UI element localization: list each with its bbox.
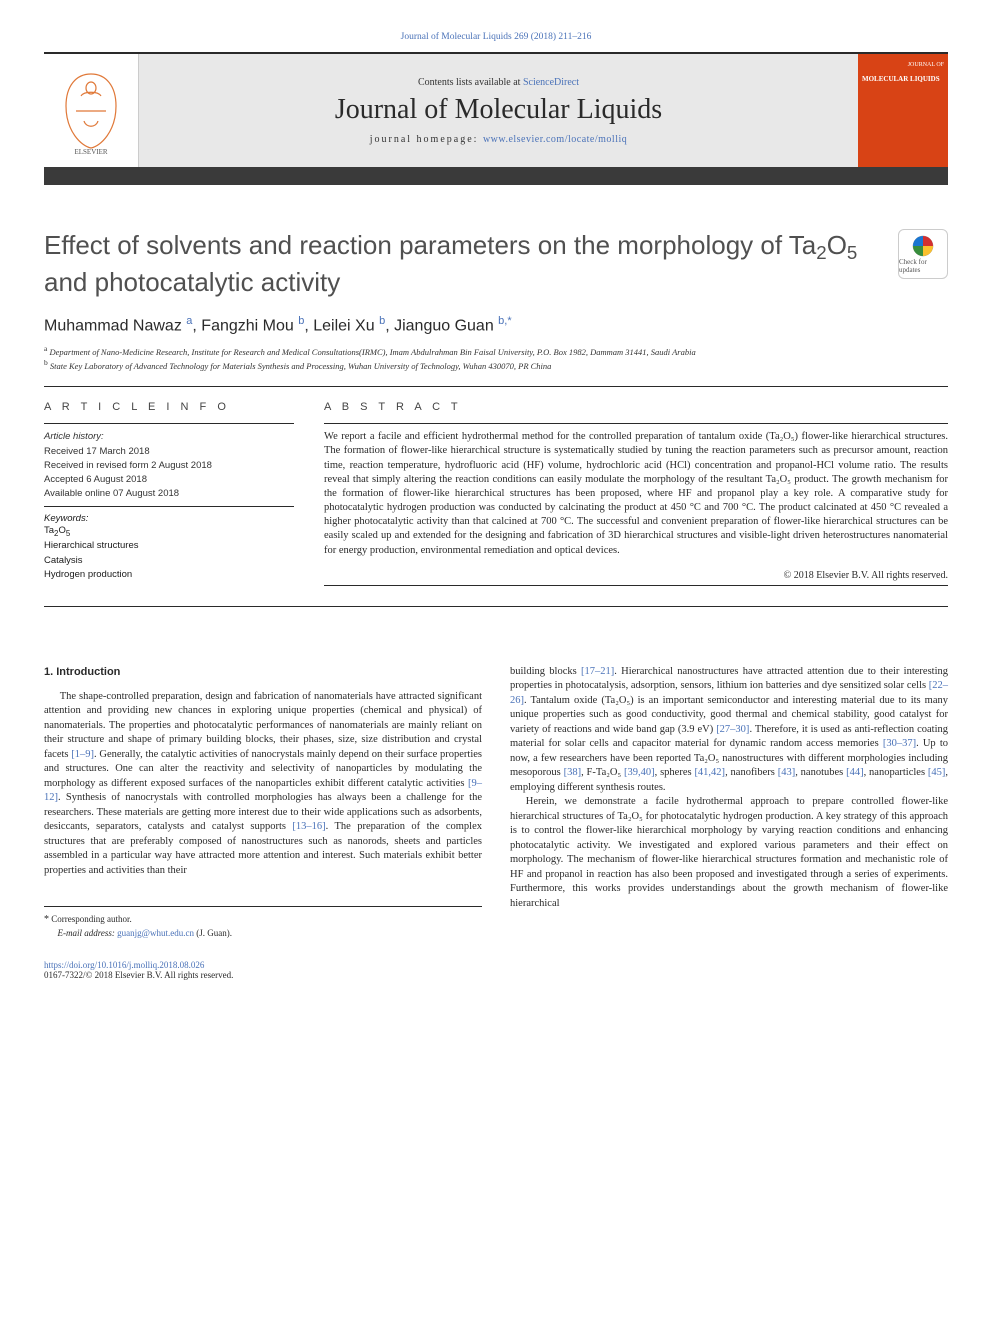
footnote-email-line: E-mail address: guanjg@whut.edu.cn (J. G…: [44, 927, 482, 939]
top-divider: [44, 386, 948, 387]
bottom-info: https://doi.org/10.1016/j.molliq.2018.08…: [44, 960, 948, 980]
article-info-heading: A R T I C L E I N F O: [44, 401, 294, 413]
ref-13-16[interactable]: [13–16]: [292, 821, 325, 832]
cover-line2: MOLECULAR LIQUIDS: [862, 75, 944, 83]
author-1: Muhammad Nawaz: [44, 318, 186, 335]
journal-header-band: ELSEVIER Contents lists available at Sci…: [44, 52, 948, 167]
bottom-copyright: 0167-7322/© 2018 Elsevier B.V. All right…: [44, 970, 948, 980]
history-revised: Received in revised form 2 August 2018: [44, 459, 294, 473]
intro-heading: 1. Introduction: [44, 665, 482, 680]
affil-b: b State Key Laboratory of Advanced Techn…: [44, 358, 948, 372]
kw1-mid: O: [58, 525, 65, 536]
article-info-column: A R T I C L E I N F O Article history: R…: [44, 401, 294, 592]
ref-39-40[interactable]: [39,40]: [624, 767, 655, 778]
body-column-right: building blocks [17–21]. Hierarchical na…: [510, 665, 948, 940]
journal-homepage: journal homepage: www.elsevier.com/locat…: [370, 134, 628, 145]
c2-t10: , nanoparticles: [864, 767, 928, 778]
history-received: Received 17 March 2018: [44, 445, 294, 459]
abstract-column: A B S T R A C T We report a facile and e…: [324, 401, 948, 592]
elsevier-logo: ELSEVIER: [44, 54, 139, 167]
ref-41-42[interactable]: [41,42]: [694, 767, 725, 778]
svg-text:ELSEVIER: ELSEVIER: [74, 148, 107, 156]
author-3: , Leilei Xu: [304, 318, 379, 335]
title-mid: O: [827, 230, 847, 260]
history-label: Article history:: [44, 430, 294, 444]
ref-27-30[interactable]: [27–30]: [716, 724, 749, 735]
kw1-pre: Ta: [44, 525, 54, 536]
affil-a: a Department of Nano-Medicine Research, …: [44, 344, 948, 358]
info-divider-1: [44, 423, 294, 424]
abstract-text: We report a facile and efficient hydroth…: [324, 430, 948, 558]
c2-t7: , spheres: [655, 767, 695, 778]
header-underbar: [44, 167, 948, 185]
sciencedirect-link[interactable]: ScienceDirect: [523, 77, 579, 88]
ref-1-9[interactable]: [1–9]: [71, 749, 94, 760]
affil-a-text: Department of Nano-Medicine Research, In…: [47, 347, 695, 357]
ref-30-37[interactable]: [30–37]: [883, 738, 916, 749]
history-accepted: Accepted 6 August 2018: [44, 473, 294, 487]
cover-line1: JOURNAL OF: [862, 62, 944, 69]
abs-divider-2: [324, 585, 948, 586]
ref-17-21[interactable]: [17–21]: [581, 666, 614, 677]
ref-45[interactable]: [45]: [928, 767, 946, 778]
ref-44[interactable]: [44]: [846, 767, 864, 778]
check-updates-badge[interactable]: Check for updates: [898, 229, 948, 279]
keyword-3: Catalysis: [44, 554, 294, 568]
title-sub2: 5: [847, 242, 857, 263]
c2-t6: , F-Ta₂O₅: [581, 767, 624, 778]
history-online: Available online 07 August 2018: [44, 487, 294, 501]
contents-prefix: Contents lists available at: [418, 77, 523, 88]
footnote-corr: * Corresponding author.: [44, 913, 482, 927]
affiliations: a Department of Nano-Medicine Research, …: [44, 344, 948, 373]
keywords-label: Keywords:: [44, 513, 294, 524]
footnote-block: * Corresponding author. E-mail address: …: [44, 906, 482, 939]
journal-home-prefix: journal homepage:: [370, 134, 483, 145]
affil-b-text: State Key Laboratory of Advanced Technol…: [48, 361, 552, 371]
ref-38[interactable]: [38]: [564, 767, 582, 778]
section-divider: [44, 606, 948, 607]
author-4-affil: b,: [498, 315, 507, 327]
intro-para-1-cont: building blocks [17–21]. Hierarchical na…: [510, 665, 948, 795]
body-column-left: 1. Introduction The shape-controlled pre…: [44, 665, 482, 940]
journal-name: Journal of Molecular Liquids: [335, 94, 662, 126]
keyword-1: Ta2O5: [44, 524, 294, 540]
corresponding-star: *: [507, 315, 511, 327]
email-label: E-mail address:: [58, 928, 118, 938]
header-center: Contents lists available at ScienceDirec…: [139, 54, 858, 167]
check-updates-label: Check for updates: [899, 258, 947, 274]
footnote-corr-text: Corresponding author.: [49, 914, 132, 924]
article-title: Effect of solvents and reaction paramete…: [44, 229, 880, 299]
journal-citation: Journal of Molecular Liquids 269 (2018) …: [44, 32, 948, 42]
email-link[interactable]: guanjg@whut.edu.cn: [117, 928, 194, 938]
journal-cover-thumb: JOURNAL OF MOLECULAR LIQUIDS: [858, 54, 948, 167]
c2-t8: , nanofibers: [725, 767, 778, 778]
keyword-4: Hydrogen production: [44, 568, 294, 582]
abstract-copyright: © 2018 Elsevier B.V. All rights reserved…: [324, 570, 948, 581]
intro-para-2: Herein, we demonstrate a facile hydrothe…: [510, 795, 948, 911]
abstract-heading: A B S T R A C T: [324, 401, 948, 413]
doi-link[interactable]: https://doi.org/10.1016/j.molliq.2018.08…: [44, 960, 948, 970]
authors-line: Muhammad Nawaz a, Fangzhi Mou b, Leilei …: [44, 315, 948, 335]
contents-line: Contents lists available at ScienceDirec…: [418, 77, 579, 88]
title-sub1: 2: [816, 242, 826, 263]
journal-home-link[interactable]: www.elsevier.com/locate/molliq: [483, 134, 627, 145]
kw1-s2: 5: [66, 528, 70, 537]
c1-t2: . Generally, the catalytic activities of…: [44, 749, 482, 789]
author-2: , Fangzhi Mou: [192, 318, 298, 335]
c2-t9: , nanotubes: [795, 767, 846, 778]
ref-43[interactable]: [43]: [778, 767, 796, 778]
c2-t1: building blocks: [510, 666, 581, 677]
author-4: , Jianguo Guan: [385, 318, 498, 335]
title-post: and photocatalytic activity: [44, 267, 340, 297]
abs-divider-1: [324, 423, 948, 424]
title-pre: Effect of solvents and reaction paramete…: [44, 230, 816, 260]
info-divider-2: [44, 506, 294, 507]
keyword-2: Hierarchical structures: [44, 539, 294, 553]
email-post: (J. Guan).: [194, 928, 232, 938]
intro-para-1: The shape-controlled preparation, design…: [44, 690, 482, 878]
